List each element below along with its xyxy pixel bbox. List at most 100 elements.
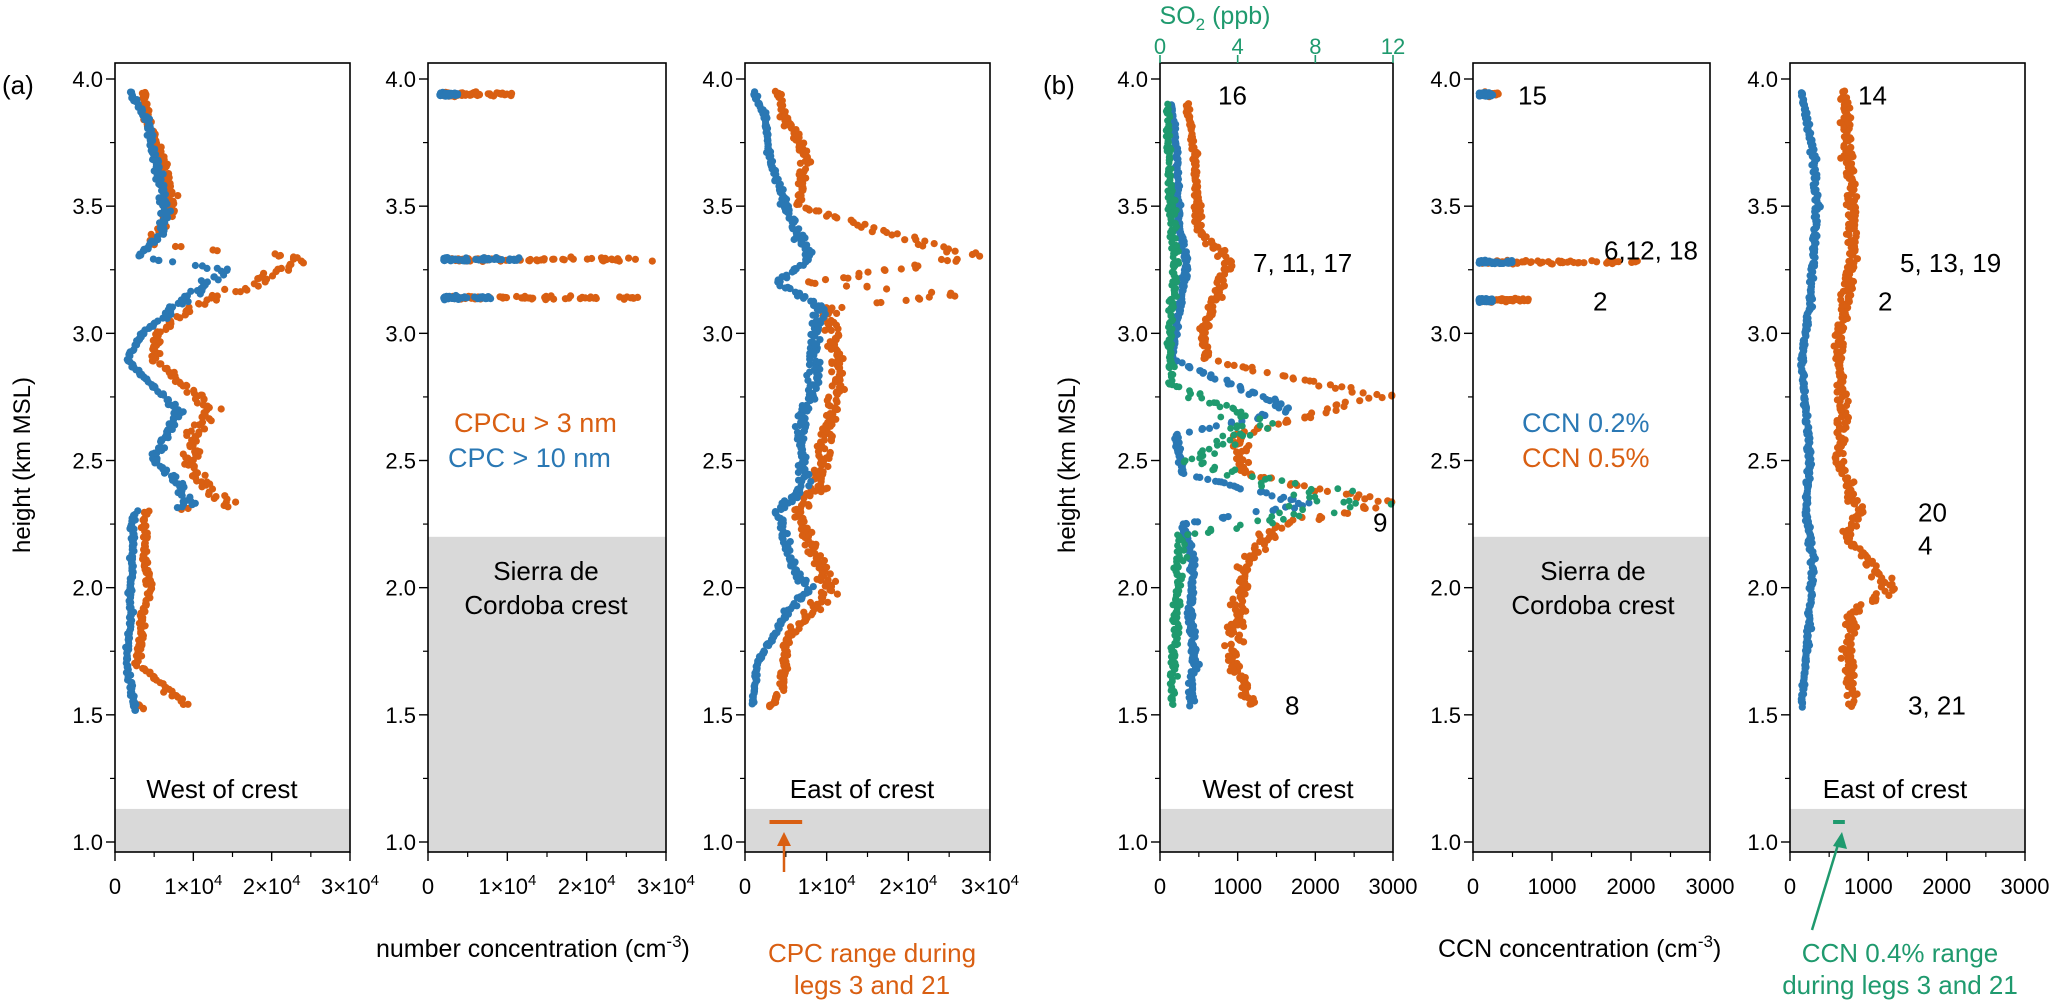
so2-point <box>1345 497 1353 505</box>
data-point <box>498 90 506 98</box>
west-of-crest-label-b: West of crest <box>1202 774 1354 804</box>
data-point <box>127 88 136 96</box>
data-point <box>176 314 184 322</box>
data-point <box>1839 88 1847 96</box>
west-b-leg-label: 7, 11, 17 <box>1253 248 1352 278</box>
so2-point <box>1285 502 1293 510</box>
y-tick-label: 3.0 <box>385 321 416 346</box>
data-point <box>1374 497 1382 505</box>
so2-axis-label-sub: 2 <box>1196 15 1205 34</box>
data-point <box>510 255 518 263</box>
data-point <box>174 192 182 200</box>
data-point <box>914 262 922 270</box>
ccn04-range-text-2: during legs 3 and 21 <box>1782 970 2018 1000</box>
data-point <box>144 378 152 386</box>
so2-point <box>1269 420 1276 427</box>
data-point <box>1280 493 1288 501</box>
data-point <box>864 268 872 276</box>
data-point <box>1251 389 1259 397</box>
data-point <box>185 303 193 311</box>
x-tick-label: 1000 <box>1213 874 1262 899</box>
data-point <box>565 294 573 302</box>
x-tick-label: 2×104 <box>879 872 937 899</box>
so2-point <box>1219 432 1227 440</box>
data-point <box>140 516 148 524</box>
so2-point <box>1334 485 1342 493</box>
data-point <box>1844 397 1852 405</box>
data-point <box>1196 367 1204 375</box>
east-b-leg-label: 20 <box>1918 497 1947 527</box>
data-point <box>550 295 558 303</box>
data-point <box>170 368 178 376</box>
data-point <box>277 264 285 272</box>
so2-point <box>1246 431 1254 439</box>
data-point <box>1236 382 1244 391</box>
data-point <box>179 408 187 416</box>
so2-point <box>1211 463 1219 471</box>
data-point <box>1504 257 1512 265</box>
cpc-range-text-2: legs 3 and 21 <box>794 970 950 1000</box>
data-point <box>148 237 156 245</box>
data-point <box>171 400 179 408</box>
data-point <box>201 471 209 479</box>
data-point <box>152 354 160 362</box>
data-point <box>1204 475 1212 483</box>
data-point <box>1289 374 1297 382</box>
y-tick-label: 4.0 <box>1747 67 1778 92</box>
x-tick-label: 1000 <box>1844 874 1893 899</box>
data-point <box>212 493 220 501</box>
data-point <box>145 507 153 515</box>
data-point <box>827 317 835 325</box>
data-point <box>502 294 511 302</box>
so2-point <box>1265 474 1273 482</box>
east-b-leg-label: 3, 21 <box>1908 691 1966 721</box>
data-point <box>838 303 846 312</box>
west-b-leg-label: 16 <box>1218 80 1247 110</box>
data-point <box>1248 363 1256 371</box>
data-point <box>494 255 503 263</box>
data-point <box>828 304 836 312</box>
y-tick-label: 1.5 <box>702 703 733 728</box>
y-tick-label: 3.0 <box>1430 321 1461 346</box>
data-point <box>1858 503 1866 511</box>
data-point <box>781 284 790 292</box>
data-point <box>137 370 146 378</box>
x-tick-label: 2000 <box>1922 874 1971 899</box>
terrain-fill <box>115 808 350 852</box>
data-points <box>436 88 656 304</box>
data-point <box>802 204 810 212</box>
so2-point <box>1196 390 1204 397</box>
x-tick-mantissa: 2×10 <box>879 874 929 899</box>
data-point <box>1837 654 1845 662</box>
data-point <box>880 266 888 274</box>
data-point <box>475 256 483 264</box>
data-point <box>271 250 279 258</box>
so2-point <box>1280 515 1287 523</box>
data-point <box>800 608 808 616</box>
data-point <box>1283 416 1291 424</box>
data-point <box>1559 258 1568 266</box>
data-point <box>1872 590 1880 598</box>
data-point <box>1227 640 1235 649</box>
y-tick-label: 3.5 <box>702 194 733 219</box>
data-point <box>1801 418 1809 426</box>
data-point <box>1842 134 1850 142</box>
x-tick-mantissa: 2×10 <box>243 874 293 899</box>
data-point <box>195 300 203 308</box>
data-point <box>631 255 640 263</box>
panel-2: 1.01.52.02.53.03.54.00 1×104 2×104 3×104 <box>385 62 695 899</box>
x-tick-mantissa: 1×10 <box>164 874 214 899</box>
x-axis-label-a: number concentration (cm-3) <box>376 932 690 963</box>
data-point <box>877 298 885 307</box>
so2-point <box>1238 422 1246 430</box>
data-point <box>928 288 936 296</box>
data-point <box>1486 91 1495 99</box>
data-point <box>508 89 516 97</box>
x-tick-label: 1×104 <box>478 872 536 899</box>
y-tick-label: 3.5 <box>1430 194 1461 219</box>
y-tick-label: 3.0 <box>1747 321 1778 346</box>
data-point <box>198 391 206 399</box>
so2-tick-label: 0 <box>1154 34 1166 59</box>
y-tick-label: 2.0 <box>1747 576 1778 601</box>
